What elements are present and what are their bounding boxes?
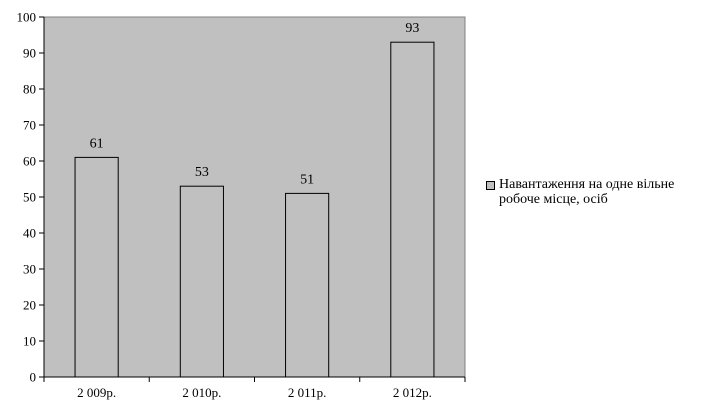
y-tick-label: 0 [30, 370, 37, 385]
y-tick-label: 40 [23, 226, 36, 241]
legend: Навантаження на одне вільне робоче місце… [486, 177, 707, 207]
bar [74, 156, 119, 378]
data-label: 61 [90, 136, 104, 151]
y-tick-label: 20 [23, 298, 36, 313]
bar [179, 185, 224, 378]
data-label: 93 [405, 21, 419, 36]
y-tick-label: 30 [23, 262, 36, 277]
bars: 61 53 51 93 [74, 21, 435, 378]
data-label: 53 [195, 165, 209, 180]
y-axis: 0 10 20 30 40 50 60 70 80 90 100 [17, 10, 45, 385]
y-tick-label: 10 [23, 334, 36, 349]
data-label: 51 [300, 172, 314, 187]
y-tick-label: 80 [23, 82, 36, 97]
y-tick-label: 70 [23, 118, 36, 133]
bar [285, 192, 330, 378]
bar [390, 41, 435, 378]
x-tick-label: 2 010р. [182, 385, 221, 400]
x-tick-label: 2 012р. [393, 385, 432, 400]
y-tick-label: 60 [23, 154, 36, 169]
y-tick-label: 90 [23, 46, 36, 61]
x-tick-label: 2 009р. [77, 385, 116, 400]
legend-swatch [486, 181, 495, 190]
y-tick-label: 100 [17, 10, 37, 25]
x-tick-label: 2 011р. [288, 385, 327, 400]
legend-label: Навантаження на одне вільне робоче місце… [499, 177, 675, 207]
y-tick-label: 50 [23, 190, 36, 205]
x-axis: 2 009р. 2 010р. 2 011р. 2 012р. [43, 376, 466, 400]
